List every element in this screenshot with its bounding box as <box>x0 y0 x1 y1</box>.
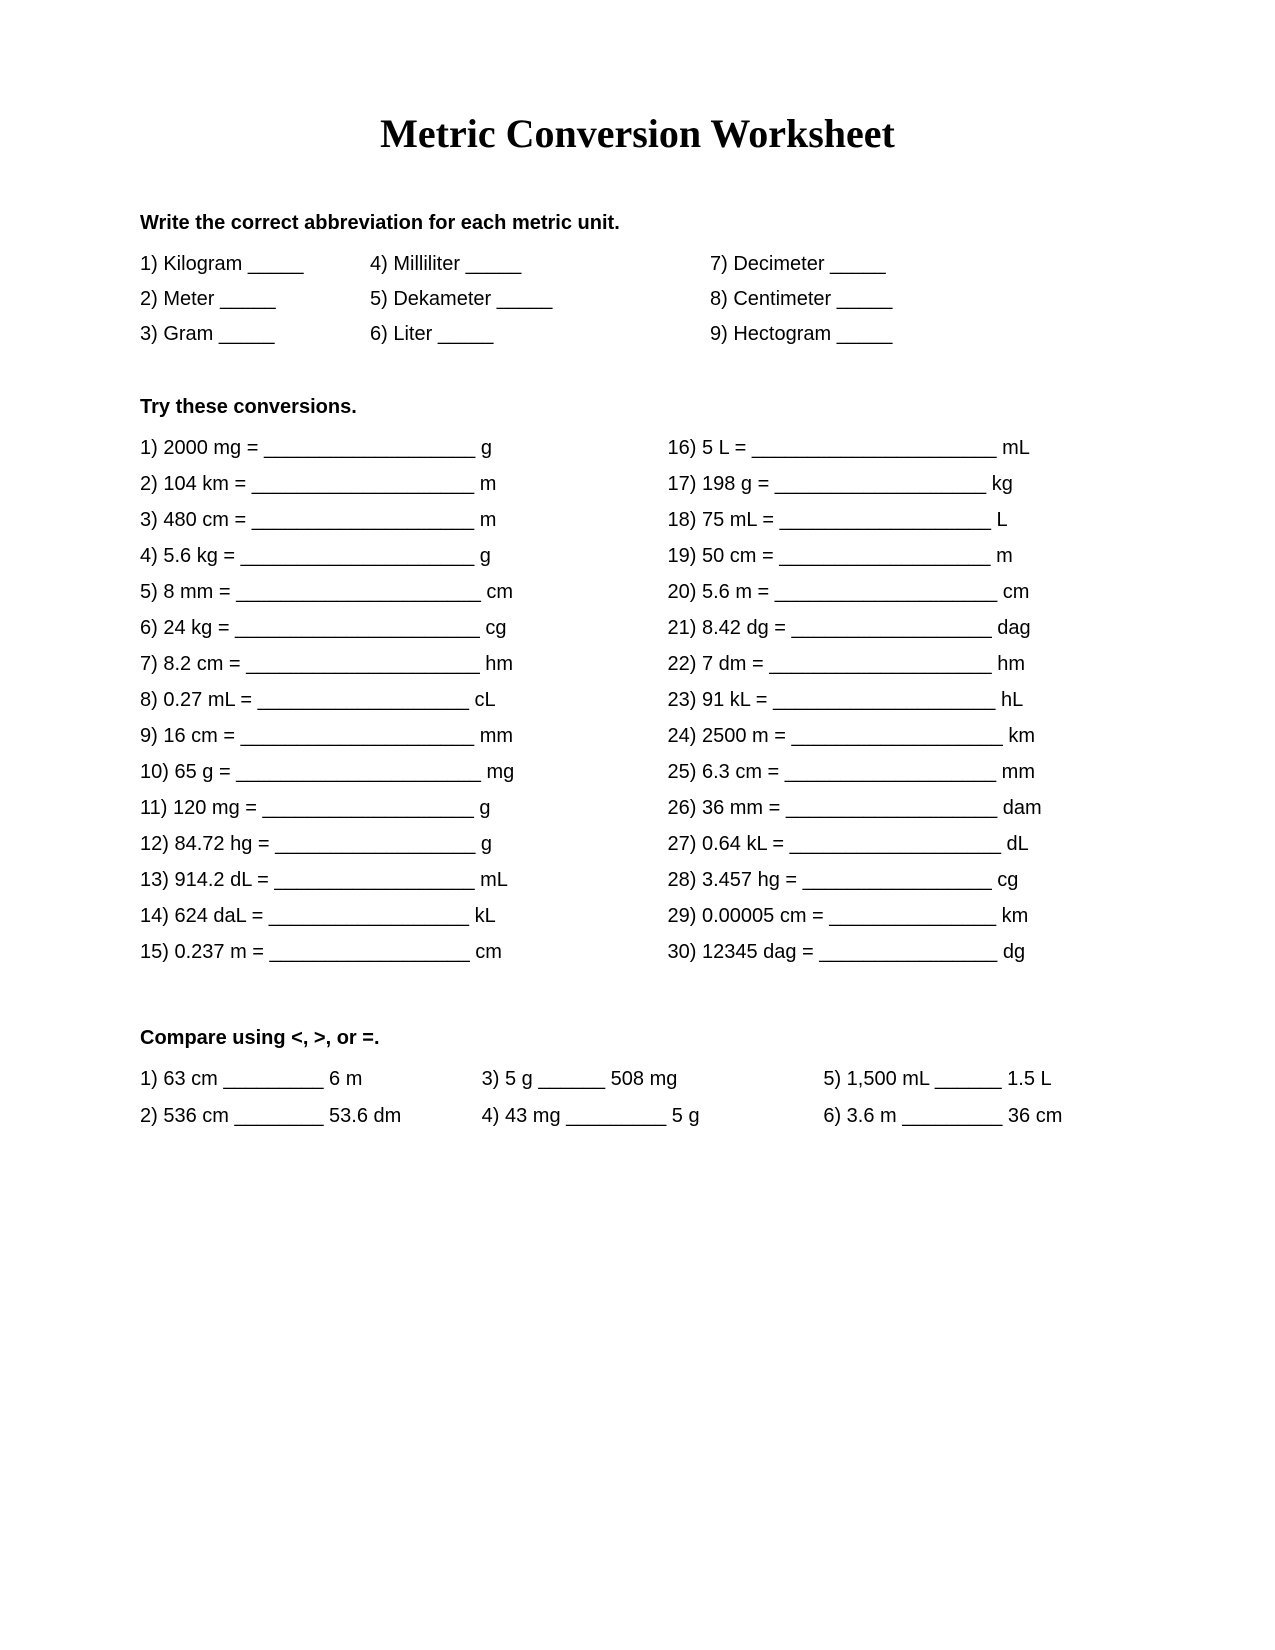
conv-col-right: 16) 5 L = ______________________ mL 17) 1… <box>668 437 1136 977</box>
conversion-item: 15) 0.237 m = __________________ cm <box>140 941 608 964</box>
conversion-item: 30) 12345 dag = ________________ dg <box>668 941 1136 964</box>
conversion-item: 13) 914.2 dL = __________________ mL <box>140 869 608 892</box>
conversion-item: 8) 0.27 mL = ___________________ cL <box>140 689 608 712</box>
conversion-item: 3) 480 cm = ____________________ m <box>140 509 608 532</box>
compare-item: 2) 536 cm ________ 53.6 dm <box>140 1105 452 1128</box>
section1-heading: Write the correct abbreviation for each … <box>140 212 1135 235</box>
conversion-item: 22) 7 dm = ____________________ hm <box>668 653 1136 676</box>
page-title: Metric Conversion Worksheet <box>140 110 1135 157</box>
section3-heading: Compare using <, >, or =. <box>140 1027 1135 1050</box>
compare-item: 3) 5 g ______ 508 mg <box>482 1068 794 1091</box>
compare-item: 5) 1,500 mL ______ 1.5 L <box>823 1068 1135 1091</box>
conversions-grid: 1) 2000 mg = ___________________ g 2) 104… <box>140 437 1135 977</box>
conversion-item: 18) 75 mL = ___________________ L <box>668 509 1136 532</box>
compare-item: 1) 63 cm _________ 6 m <box>140 1068 452 1091</box>
conversion-item: 10) 65 g = ______________________ mg <box>140 761 608 784</box>
conversion-item: 6) 24 kg = ______________________ cg <box>140 617 608 640</box>
conversion-item: 24) 2500 m = ___________________ km <box>668 725 1136 748</box>
worksheet-page: Metric Conversion Worksheet Write the co… <box>0 0 1275 1650</box>
conversion-item: 11) 120 mg = ___________________ g <box>140 797 608 820</box>
compare-item: 4) 43 mg _________ 5 g <box>482 1105 794 1128</box>
conversion-item: 1) 2000 mg = ___________________ g <box>140 437 608 460</box>
conversion-item: 2) 104 km = ____________________ m <box>140 473 608 496</box>
compare-item: 6) 3.6 m _________ 36 cm <box>823 1105 1135 1128</box>
conversion-item: 25) 6.3 cm = ___________________ mm <box>668 761 1136 784</box>
conversion-item: 28) 3.457 hg = _________________ cg <box>668 869 1136 892</box>
abbrev-item: 3) Gram _____ <box>140 323 370 346</box>
conversion-item: 21) 8.42 dg = __________________ dag <box>668 617 1136 640</box>
conversion-item: 17) 198 g = ___________________ kg <box>668 473 1136 496</box>
conversion-item: 20) 5.6 m = ____________________ cm <box>668 581 1136 604</box>
conversion-item: 7) 8.2 cm = _____________________ hm <box>140 653 608 676</box>
conversion-item: 23) 91 kL = ____________________ hL <box>668 689 1136 712</box>
abbrev-item: 4) Milliliter _____ <box>370 253 710 276</box>
section2-heading: Try these conversions. <box>140 396 1135 419</box>
conv-col-left: 1) 2000 mg = ___________________ g 2) 104… <box>140 437 608 977</box>
abbrev-item: 2) Meter _____ <box>140 288 370 311</box>
conversion-item: 9) 16 cm = _____________________ mm <box>140 725 608 748</box>
abbrev-item: 9) Hectogram _____ <box>710 323 1135 346</box>
abbrev-item: 7) Decimeter _____ <box>710 253 1135 276</box>
abbrev-item: 8) Centimeter _____ <box>710 288 1135 311</box>
abbreviation-grid: 1) Kilogram _____ 4) Milliliter _____ 7)… <box>140 253 1135 346</box>
compare-grid: 1) 63 cm _________ 6 m 3) 5 g ______ 508 … <box>140 1068 1135 1128</box>
conversion-item: 12) 84.72 hg = __________________ g <box>140 833 608 856</box>
conversion-item: 19) 50 cm = ___________________ m <box>668 545 1136 568</box>
abbrev-item: 1) Kilogram _____ <box>140 253 370 276</box>
abbrev-item: 6) Liter _____ <box>370 323 710 346</box>
conversion-item: 4) 5.6 kg = _____________________ g <box>140 545 608 568</box>
abbrev-item: 5) Dekameter _____ <box>370 288 710 311</box>
conversion-item: 27) 0.64 kL = ___________________ dL <box>668 833 1136 856</box>
conversion-item: 5) 8 mm = ______________________ cm <box>140 581 608 604</box>
conversion-item: 14) 624 daL = __________________ kL <box>140 905 608 928</box>
conversion-item: 29) 0.00005 cm = _______________ km <box>668 905 1136 928</box>
conversion-item: 16) 5 L = ______________________ mL <box>668 437 1136 460</box>
conversion-item: 26) 36 mm = ___________________ dam <box>668 797 1136 820</box>
